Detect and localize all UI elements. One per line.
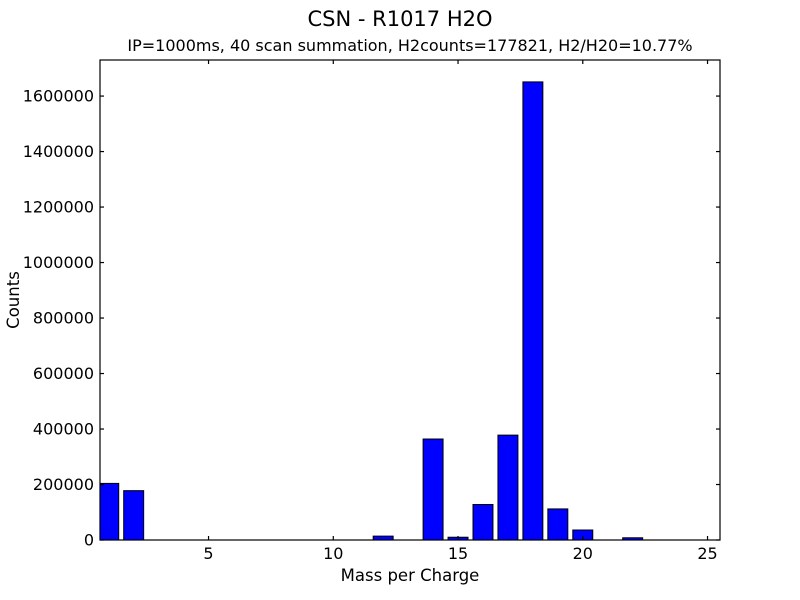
y-tick-label: 0 [84, 531, 94, 550]
bar [123, 490, 145, 541]
plot-border [99, 59, 721, 541]
bar [99, 482, 120, 541]
x-tick-label: 10 [323, 544, 343, 563]
bar [422, 438, 444, 541]
y-tick-label: 1600000 [23, 87, 94, 106]
y-axis-label: Counts [4, 271, 23, 329]
y-tick-label: 800000 [33, 309, 94, 328]
bar [472, 503, 494, 541]
y-tick-label: 1000000 [23, 253, 94, 272]
x-tick-label: 5 [203, 544, 213, 563]
x-tick-label: 25 [697, 544, 717, 563]
chart-title: CSN - R1017 H2O [307, 7, 493, 31]
y-tick-label: 400000 [33, 420, 94, 439]
y-tick-label: 200000 [33, 475, 94, 494]
chart-subtitle: IP=1000ms, 40 scan summation, H2counts=1… [127, 36, 693, 55]
x-tick-label: 15 [448, 544, 468, 563]
y-tick-label: 600000 [33, 364, 94, 383]
y-tick-label: 1400000 [23, 142, 94, 161]
bar [547, 508, 569, 541]
y-tick-label: 1200000 [23, 198, 94, 217]
bar [522, 81, 544, 541]
bar [497, 434, 519, 541]
x-axis-label: Mass per Charge [340, 566, 480, 585]
x-tick-label: 20 [573, 544, 593, 563]
